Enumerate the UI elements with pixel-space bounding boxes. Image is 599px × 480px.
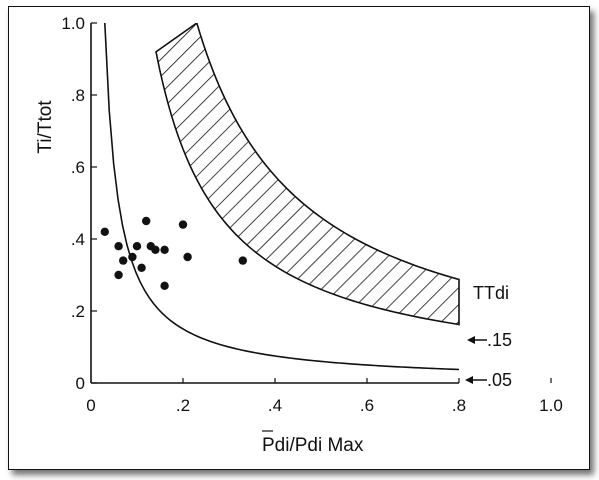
points <box>100 216 247 290</box>
y-tick-label: .2 <box>71 302 85 321</box>
x-tick-label: 1.0 <box>539 396 563 415</box>
x-tick-label: 0 <box>86 396 95 415</box>
data-point <box>137 263 146 272</box>
hatched-band <box>155 23 460 326</box>
x-tick-label: .8 <box>452 396 466 415</box>
curves <box>104 23 460 371</box>
data-point <box>151 245 160 254</box>
y-axis-label: Ti/Ttot <box>35 100 56 154</box>
arrow-lower <box>465 376 487 384</box>
y-tick-label: .4 <box>71 230 85 249</box>
data-point <box>183 252 192 262</box>
data-point <box>160 281 169 290</box>
arrow-upper <box>467 336 487 344</box>
y-tick-label: 1.0 <box>61 14 85 33</box>
data-point <box>119 256 128 265</box>
label-lower: .05 <box>487 370 512 390</box>
data-point <box>132 242 142 251</box>
data-point <box>114 242 123 251</box>
x-tick-label: .4 <box>268 396 282 415</box>
data-point <box>142 216 151 226</box>
chart: 0 .2 .4 .6 .8 1.0 0 .2 .4 .6 .8 1.0 Ti/Ttot Pdi/Pdi… <box>35 14 563 456</box>
data-point <box>178 220 188 229</box>
y-tick-label: .8 <box>71 86 85 105</box>
data-point <box>128 252 137 262</box>
y-tick-label: .6 <box>71 158 85 177</box>
x-tick-label: .2 <box>176 396 190 415</box>
x-axis-label: Pdi/Pdi Max <box>262 435 364 456</box>
y-tick-label: 0 <box>76 374 85 393</box>
data-point <box>238 256 247 265</box>
data-point <box>114 270 123 280</box>
band-title: TTdi <box>473 283 509 303</box>
x-tick-label: .6 <box>360 396 374 415</box>
ticks: 0 .2 .4 .6 .8 1.0 0 .2 .4 .6 .8 1.0 <box>61 14 562 415</box>
label-upper: .15 <box>487 330 512 350</box>
curve-lower <box>104 23 460 371</box>
data-point <box>100 227 110 236</box>
data-point <box>160 245 169 254</box>
figure-frame: 0 .2 .4 .6 .8 1.0 0 .2 .4 .6 .8 1.0 Ti/Ttot Pdi/Pdi… <box>8 6 590 470</box>
